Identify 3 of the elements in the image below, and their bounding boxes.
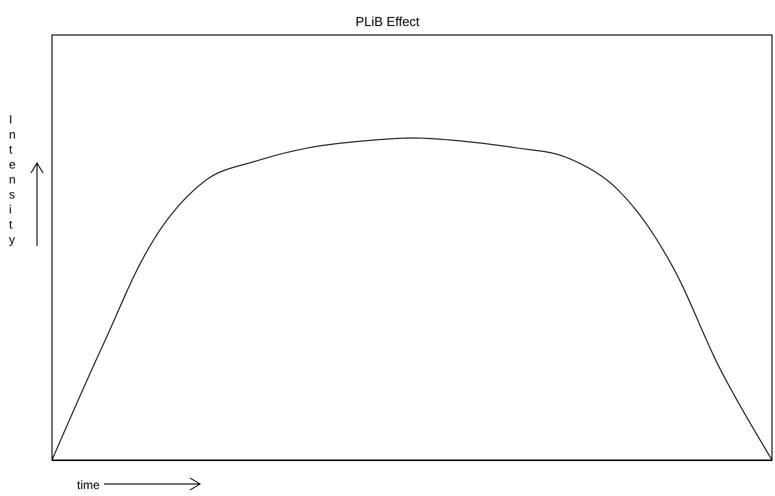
chart-title: PLiB Effect	[355, 14, 420, 29]
text: Intensity	[9, 112, 16, 246]
x-axis-title: time	[77, 478, 100, 492]
